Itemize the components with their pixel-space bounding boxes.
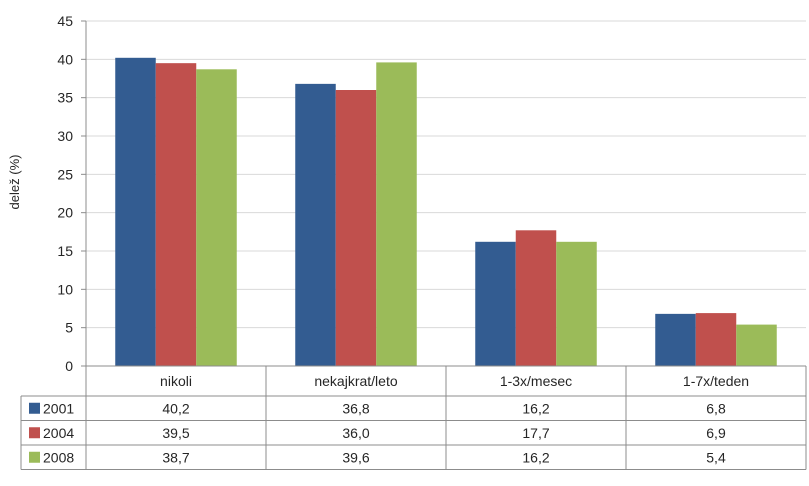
- data-value-label: 38,7: [162, 449, 189, 465]
- bar-2008-1: [376, 62, 417, 367]
- category-label: nikoli: [160, 373, 192, 389]
- bar-2004-3: [695, 313, 737, 366]
- bar-2001-3: [655, 313, 696, 366]
- data-value-label: 16,2: [522, 400, 549, 416]
- y-tick-labels: 0 5 10 15 20 25 30 35 40 45: [57, 13, 73, 374]
- legend-label: 2004: [43, 425, 74, 441]
- category-label: 1-7x/teden: [683, 373, 749, 389]
- legend-swatch-2001: [29, 402, 40, 414]
- data-value-label: 17,7: [522, 425, 549, 441]
- data-value-label: 40,2: [162, 400, 189, 416]
- y-tick-label: 0: [65, 358, 73, 374]
- data-value-label: 6,9: [706, 425, 726, 441]
- bar-2001-2: [475, 241, 516, 366]
- legend-label: 2001: [43, 400, 74, 416]
- y-tick-label: 20: [57, 205, 73, 221]
- bar-2001-0: [115, 57, 156, 367]
- bar-2004-1: [335, 90, 377, 366]
- legend-label: 2008: [43, 449, 74, 465]
- y-tick-label: 35: [57, 90, 73, 106]
- y-tick-label: 15: [57, 243, 73, 259]
- y-axis-label: delež (%): [7, 155, 22, 210]
- bar-2008-2: [556, 241, 597, 366]
- data-table: nikoli nekajkrat/leto 1-3x/mesec 1-7x/teden…: [20, 365, 807, 470]
- axes: [81, 20, 87, 367]
- y-tick-label: 25: [57, 166, 73, 182]
- data-value-label: 6,8: [706, 400, 726, 416]
- bar-2008-3: [736, 324, 777, 366]
- y-tick-label: 5: [65, 320, 73, 336]
- data-value-label: 36,0: [342, 425, 369, 441]
- y-tick-label: 45: [57, 13, 73, 29]
- bar-2004-0: [155, 63, 197, 367]
- data-value-label: 39,6: [342, 449, 369, 465]
- bars: [115, 57, 777, 367]
- data-value-label: 36,8: [342, 400, 369, 416]
- bar-2008-0: [196, 69, 237, 367]
- bar-2004-2: [515, 230, 557, 366]
- data-value-label: 5,4: [706, 449, 726, 465]
- y-tick-label: 10: [57, 281, 73, 297]
- category-label: nekajkrat/leto: [314, 373, 397, 389]
- data-value-label: 39,5: [162, 425, 189, 441]
- category-label: 1-3x/mesec: [500, 373, 572, 389]
- data-value-label: 16,2: [522, 449, 549, 465]
- y-tick-label: 40: [57, 51, 73, 67]
- y-tick-label: 30: [57, 128, 73, 144]
- legend-swatch-2004: [29, 427, 40, 439]
- bar-2001-1: [295, 83, 336, 366]
- legend-swatch-2008: [29, 451, 40, 463]
